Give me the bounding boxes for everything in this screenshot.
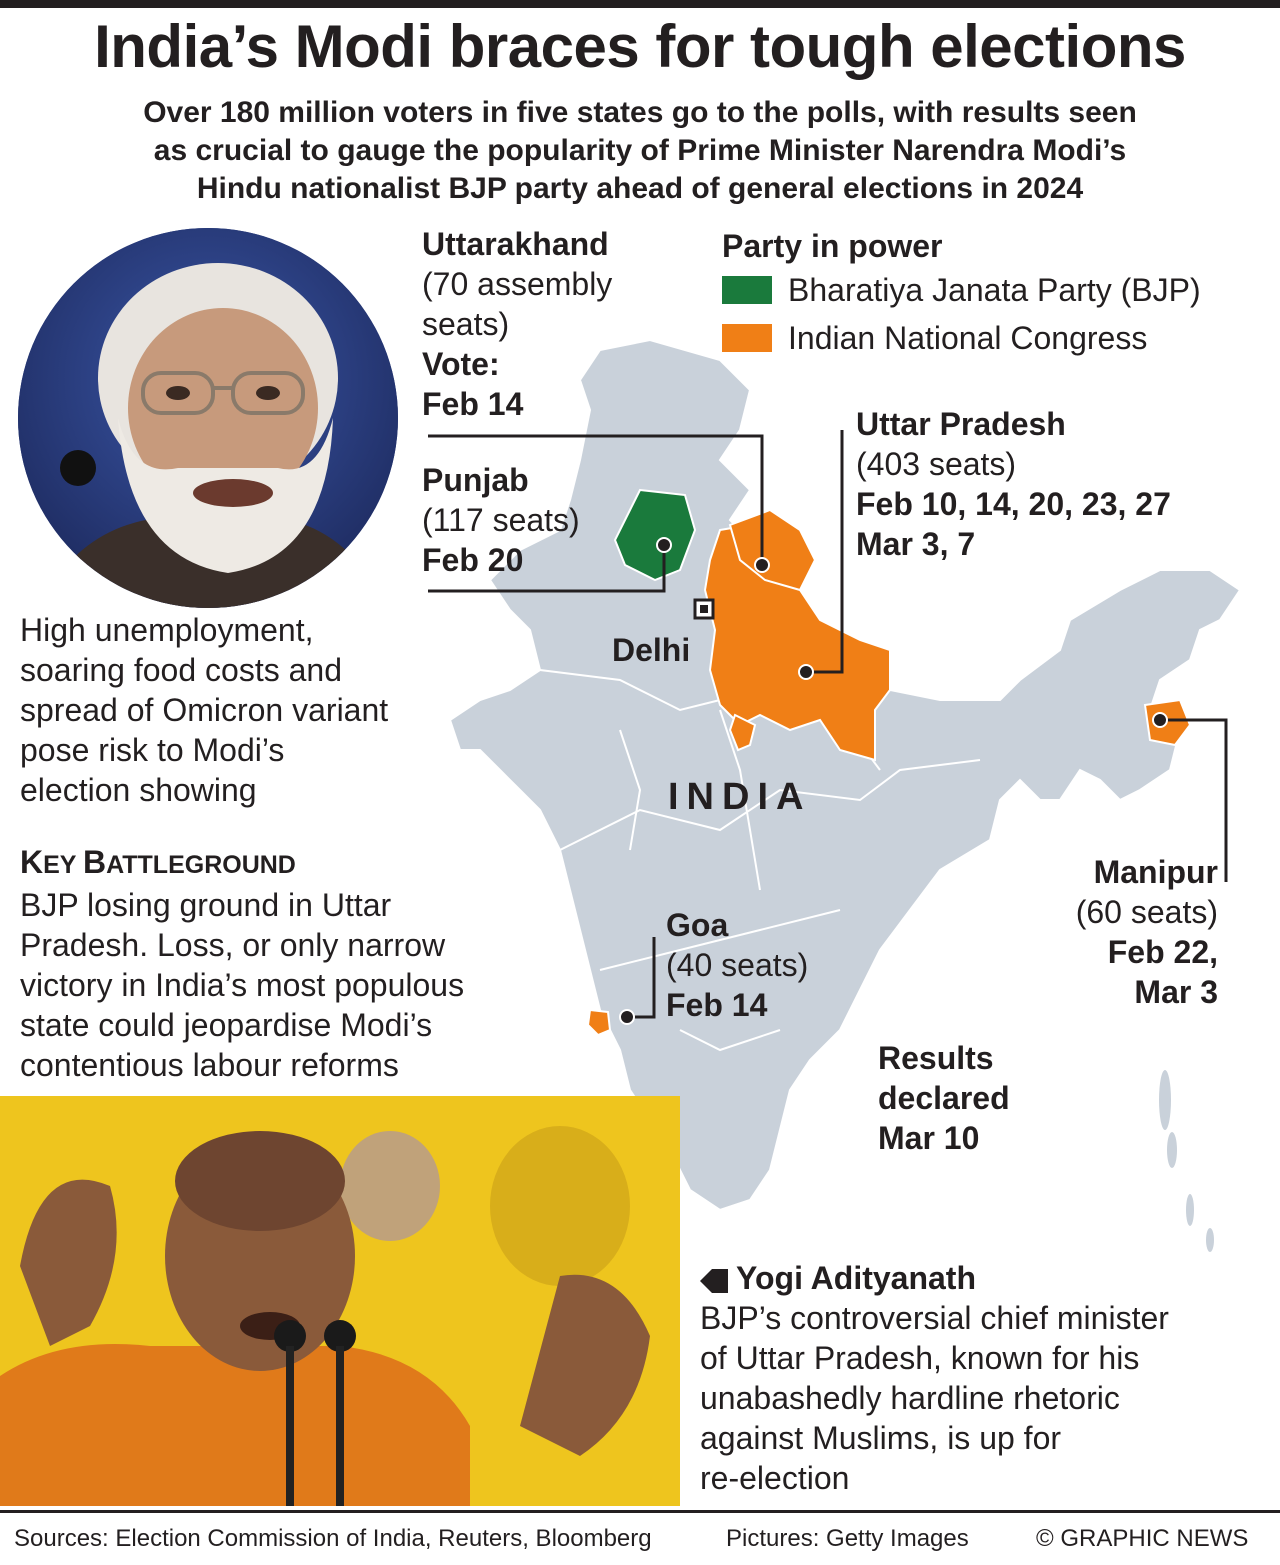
page-title: India’s Modi braces for tough elections [94, 13, 1186, 80]
key-line: BJP losing ground in Uttar [20, 887, 392, 923]
uttarakhand-label: Uttarakhand (70 assembly seats) Vote: Fe… [422, 224, 612, 424]
state-seats: (403 seats) [856, 446, 1017, 482]
yogi-photo [0, 1096, 680, 1506]
state-seats: (117 seats) [422, 502, 580, 538]
yogi-caption: Yogi Adityanath BJP’s controversial chie… [700, 1258, 1260, 1498]
key-line: contentious labour reforms [20, 1047, 399, 1083]
legend-label: Bharatiya Janata Party (BJP) [788, 272, 1201, 308]
subtitle-line: Over 180 million voters in five states g… [143, 96, 1137, 129]
state-seats: (60 seats) [1075, 894, 1218, 930]
state-dates: Feb 14 [666, 987, 768, 1023]
risk-line: High unemployment, [20, 612, 314, 648]
state-dates: Feb 10, 14, 20, 23, 27 [856, 486, 1171, 522]
state-seats: seats) [422, 306, 510, 342]
risk-line: election showing [20, 772, 257, 808]
key-line: Pradesh. Loss, or only narrow [20, 927, 446, 963]
state-borders [539, 659, 981, 1052]
legend-label: Indian National Congress [788, 320, 1148, 356]
graphic-news-credit: © GRAPHIC NEWS [1036, 1525, 1249, 1552]
legend-title: Party in power [722, 228, 943, 264]
goa-label: Goa (40 seats) Feb 14 [666, 905, 808, 1025]
yogi-line: re-election [700, 1460, 850, 1496]
state-name: Uttarakhand [422, 226, 609, 262]
punjab-dot [656, 537, 672, 553]
legend-item-bjp: Bharatiya Janata Party (BJP) [722, 266, 1201, 314]
top-rule [0, 0, 1280, 8]
state-dates: Mar 3 [1134, 974, 1218, 1010]
risk-line: pose risk to Modi’s [20, 732, 285, 768]
bjp-swatch [722, 276, 772, 304]
legend-item-congress: Indian National Congress [722, 314, 1201, 362]
key-line: state could jeopardise Modi’s [20, 1007, 433, 1043]
yogi-name: Yogi Adityanath [736, 1260, 976, 1296]
risk-line: soaring food costs and [20, 652, 342, 688]
pointer-arrow-icon [700, 1268, 728, 1293]
key-line: victory in India’s most populous [20, 967, 465, 1003]
legend: Party in power Bharatiya Janata Party (B… [722, 226, 1201, 362]
up-southern-tip [728, 713, 757, 752]
state-dates: Feb 20 [422, 542, 524, 578]
key-battleground: KEY BATTLEGROUND BJP losing ground in Ut… [20, 842, 540, 1085]
results-line: Results [878, 1040, 994, 1076]
manipur-leader-line [1160, 718, 1228, 882]
state-seats: (40 seats) [666, 947, 809, 983]
state-name: Punjab [422, 462, 529, 498]
results-line: Mar 10 [878, 1120, 980, 1156]
punjab-label: Punjab (117 seats) Feb 20 [422, 460, 580, 580]
state-dates: Feb 14 [422, 386, 524, 422]
sources-text: Sources: Election Commission of India, R… [14, 1525, 652, 1552]
uttar-pradesh-region [703, 523, 891, 762]
modi-photo [18, 228, 398, 608]
yogi-line: BJP’s controversial chief minister [700, 1300, 1169, 1336]
manipur-dot [1152, 712, 1168, 728]
footer: Sources: Election Commission of India, R… [0, 1510, 1280, 1565]
yogi-portrait-illustration [0, 1096, 680, 1506]
state-name: Goa [666, 907, 729, 943]
state-seats: (70 assembly [422, 266, 613, 302]
up-dot [798, 664, 814, 680]
country-label: INDIA [668, 776, 812, 818]
delhi-label: Delhi [612, 632, 691, 668]
yogi-line: of Uttar Pradesh, known for his [700, 1340, 1140, 1376]
up-leader-line [806, 430, 844, 674]
yogi-line: unabashedly hardline rhetoric [700, 1380, 1120, 1416]
modi-portrait-illustration [18, 228, 398, 608]
congress-swatch [722, 324, 772, 352]
risk-text: High unemployment, soaring food costs an… [20, 610, 440, 810]
key-battleground-heading: KEY BATTLEGROUND [20, 844, 296, 880]
results-declared: Results declared Mar 10 [878, 1038, 1010, 1158]
uttarakhand-dot [754, 557, 770, 573]
punjab-region [613, 488, 697, 582]
uttarakhand-region [728, 508, 817, 592]
uttar-pradesh-label: Uttar Pradesh (403 seats) Feb 10, 14, 20… [856, 404, 1171, 564]
yogi-line: against Muslims, is up for [700, 1420, 1062, 1456]
andaman-islands [1159, 1070, 1214, 1252]
punjab-leader-line [428, 545, 666, 593]
results-line: declared [878, 1080, 1010, 1116]
state-name: Manipur [1093, 854, 1218, 890]
yogi-heading: Yogi Adityanath [700, 1258, 1260, 1298]
state-dates: Mar 3, 7 [856, 526, 976, 562]
uttarakhand-leader-line [428, 434, 764, 565]
state-name: Uttar Pradesh [856, 406, 1066, 442]
risk-line: spread of Omicron variant [20, 692, 389, 728]
goa-leader-line [627, 937, 656, 1019]
pictures-credit: Pictures: Getty Images [726, 1525, 969, 1552]
subtitle-line: as crucial to gauge the popularity of Pr… [153, 134, 1127, 167]
vote-label: Vote: [422, 346, 500, 382]
goa-region [586, 1008, 612, 1037]
goa-dot [619, 1009, 635, 1025]
page-subtitle: Over 180 million voters in five states g… [20, 94, 1260, 208]
india-map [448, 338, 1242, 1252]
state-dates: Feb 22, [1107, 934, 1218, 970]
subtitle-line: Hindu nationalist BJP party ahead of gen… [196, 172, 1084, 205]
manipur-label: Manipur (60 seats) Feb 22, Mar 3 [1000, 852, 1218, 1012]
